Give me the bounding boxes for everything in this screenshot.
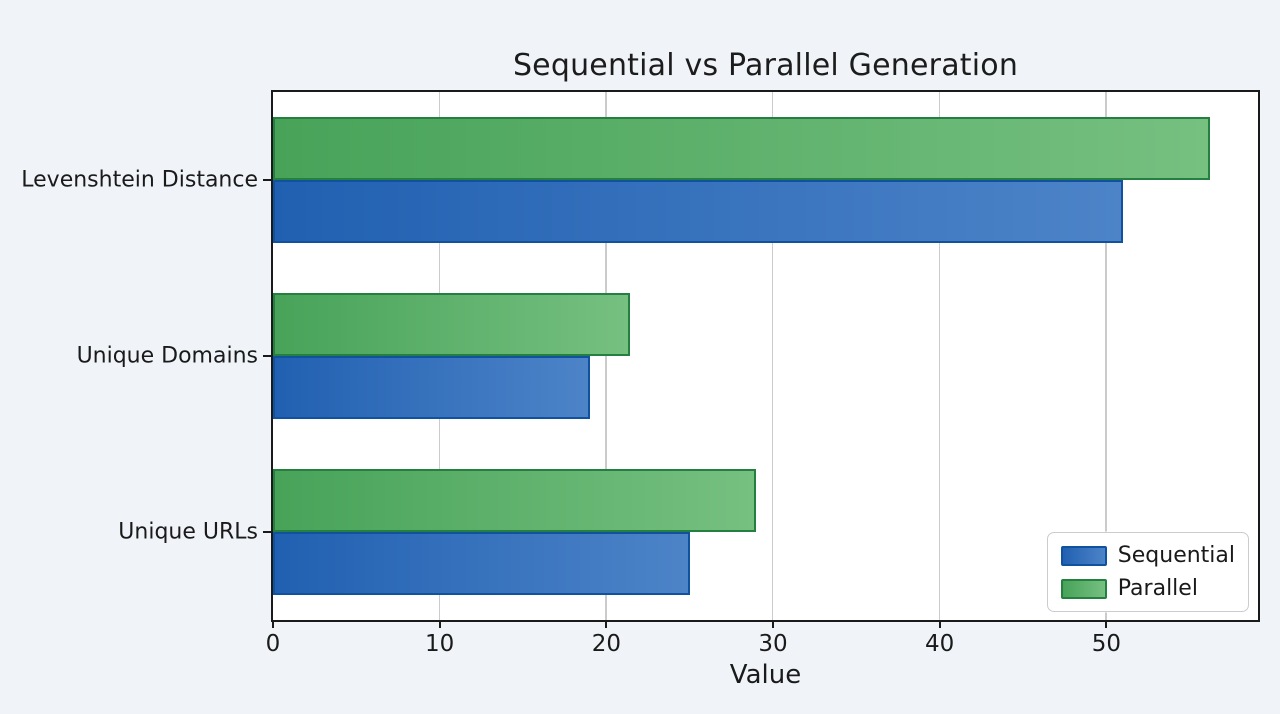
legend-swatch-sequential [1060, 545, 1107, 566]
x-tick-mark-50 [1105, 620, 1108, 628]
gridline-x-40 [938, 92, 941, 620]
gridline-x-20 [605, 92, 607, 620]
y-tick-label-1: Levenshtein Distance [21, 167, 258, 193]
legend-item-parallel: Parallel [1060, 576, 1235, 601]
y-tick-mark-3 [263, 531, 271, 533]
gridline-x-50 [1105, 92, 1107, 620]
y-tick-label-2: Unique Domains [76, 343, 258, 369]
chart-title: Sequential vs Parallel Generation [512, 48, 1019, 83]
legend: Sequential Parallel [1046, 532, 1249, 612]
bar-parallel-2 [273, 293, 630, 356]
x-tick-label-10: 10 [425, 631, 455, 657]
y-tick-mark-2 [263, 355, 271, 357]
plot-area: Sequential Parallel [271, 90, 1260, 622]
bar-parallel-1 [273, 117, 1210, 180]
x-axis: 0 10 20 30 40 50 [266, 620, 1258, 710]
legend-label-sequential: Sequential [1117, 543, 1235, 568]
x-tick-mark-0 [272, 620, 274, 628]
x-tick-mark-20 [605, 620, 608, 628]
x-axis-title: Value [729, 660, 802, 690]
x-tick-label-50: 50 [1091, 631, 1121, 657]
x-tick-label-0: 0 [265, 631, 281, 657]
x-tick-label-20: 20 [591, 631, 621, 657]
bar-parallel-3 [273, 469, 757, 532]
bar-sequential-3 [273, 532, 690, 595]
bar-sequential-2 [273, 356, 590, 419]
x-tick-mark-40 [938, 620, 941, 628]
y-axis-labels: Levenshtein Distance Unique Domains Unique… [0, 92, 271, 620]
y-tick-mark-1 [263, 179, 271, 181]
legend-swatch-parallel [1060, 578, 1107, 599]
x-tick-label-40: 40 [925, 631, 955, 657]
x-tick-label-30: 30 [758, 631, 788, 657]
bar-sequential-1 [273, 180, 1123, 243]
x-tick-mark-10 [438, 620, 441, 628]
x-tick-mark-30 [772, 620, 774, 628]
y-tick-label-3: Unique URLs [118, 519, 258, 545]
legend-label-parallel: Parallel [1117, 576, 1198, 601]
legend-item-sequential: Sequential [1060, 543, 1235, 568]
gridline-x-30 [771, 92, 774, 620]
